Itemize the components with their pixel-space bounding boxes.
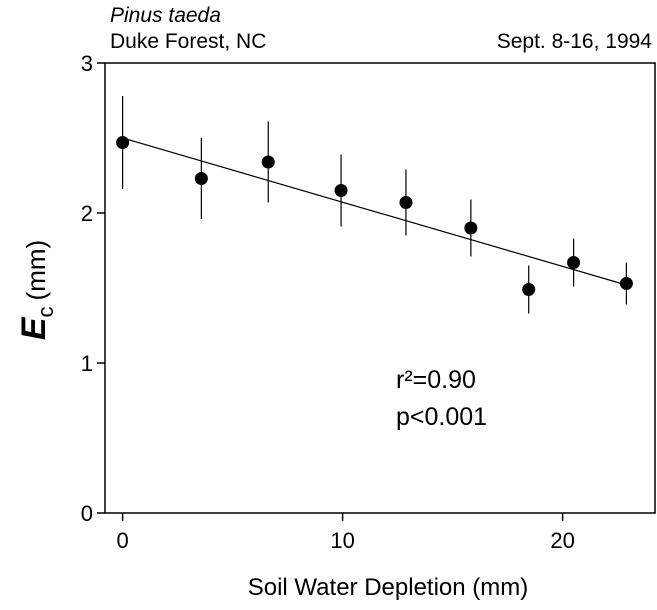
data-point [334, 184, 348, 197]
fit-line [122, 137, 627, 286]
y-label-symbol: E [15, 316, 53, 340]
y-tick-label: 0 [81, 501, 93, 526]
data-point [116, 136, 130, 149]
x-tick-label: 20 [550, 528, 574, 553]
data-point [522, 283, 536, 296]
y-label-subscript: c [33, 306, 58, 317]
data-point [619, 277, 633, 290]
chart-subtitle: Duke Forest, NC [110, 30, 266, 53]
annotation: p<0.001 [396, 403, 487, 431]
x-tick-label: 0 [116, 528, 128, 553]
chart-date: Sept. 8-16, 1994 [497, 30, 653, 53]
x-tick-label: 10 [330, 528, 354, 553]
y-label-unit: (mm) [21, 240, 51, 301]
x-axis-label: Soil Water Depletion (mm) [248, 574, 529, 601]
data-point [194, 172, 208, 185]
data-point [261, 155, 275, 169]
data-point [567, 256, 581, 269]
plot-frame [104, 62, 656, 514]
y-tick-label: 3 [81, 51, 93, 76]
y-tick-label: 2 [81, 201, 93, 226]
chart-title: Pinus taeda [110, 4, 221, 27]
data-point [399, 196, 413, 209]
y-axis-label: Ec (mm) [15, 240, 58, 340]
y-tick-label: 1 [81, 351, 93, 376]
data-point [464, 221, 478, 235]
annotation: r²=0.90 [396, 366, 476, 394]
